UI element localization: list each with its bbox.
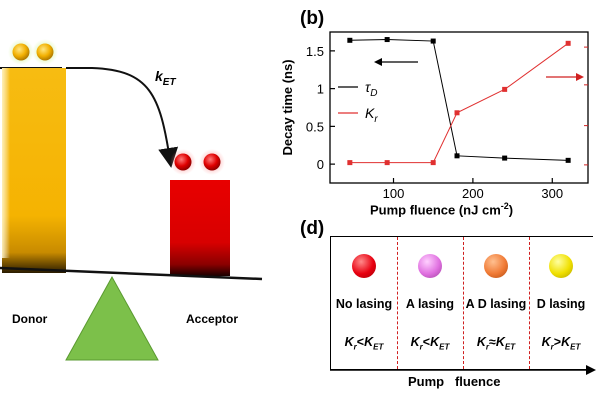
regime-dot — [418, 254, 442, 278]
plot-frame — [329, 31, 589, 184]
pump-fluence-label: Pump fluence — [408, 374, 501, 389]
data-point — [347, 37, 353, 43]
donor-exciton-dot — [12, 43, 30, 61]
data-point — [454, 110, 460, 116]
regime-dot — [484, 254, 508, 278]
regime-divider — [397, 237, 398, 369]
regime-label: D lasing — [536, 297, 586, 311]
regime-cell-d-lasing: D lasing Kr>KET — [529, 237, 593, 369]
regime-dot — [352, 254, 376, 278]
legend-label: Kr — [365, 105, 378, 125]
y-tick-label: 1 — [317, 82, 324, 97]
data-point — [502, 155, 508, 161]
regime-cell-ad-lasing: A D lasing Kr≈KET — [463, 237, 529, 369]
energy-transfer-arrow — [66, 67, 179, 168]
regime-relation: Kr≈KET — [476, 335, 516, 352]
seesaw-beam — [0, 266, 263, 281]
regime-dot — [549, 254, 573, 278]
data-point — [565, 157, 571, 163]
axis-direction-arrow — [374, 58, 418, 66]
donor-label: Donor — [12, 312, 48, 326]
data-point — [384, 37, 390, 43]
series-line — [349, 39, 569, 161]
donor-bar — [2, 68, 66, 273]
regime-relation: Kr<KET — [410, 335, 450, 352]
regime-divider — [463, 237, 464, 369]
x-tick-label: 100 — [383, 186, 405, 201]
x-axis-label: Pump fluence (nJ cm-2) — [370, 201, 514, 218]
energy-transfer-schematic — [0, 39, 263, 361]
lasing-regime-box: No lasing Kr<KET A lasing Kr<KET A D las… — [330, 236, 593, 370]
data-point — [502, 86, 508, 92]
regime-cell-a-lasing: A lasing Kr<KET — [397, 237, 463, 369]
x-tick-label: 200 — [462, 186, 484, 201]
data-point — [454, 153, 460, 159]
regime-divider — [529, 237, 530, 369]
y-axis-label: Decay time (ns) — [280, 59, 295, 155]
data-point — [384, 160, 390, 166]
acceptor-exciton-dot — [174, 153, 192, 171]
x-tick-label: 300 — [541, 186, 563, 201]
regime-cell-no-lasing: No lasing Kr<KET — [331, 237, 397, 369]
y-tick-label: 1.5 — [306, 44, 324, 59]
data-point — [430, 160, 436, 166]
acceptor-label: Acceptor — [186, 312, 239, 326]
pump-fluence-arrow — [330, 365, 596, 375]
regime-label: No lasing — [335, 297, 393, 311]
y-tick-label: 0.5 — [306, 119, 324, 134]
regime-label: A lasing — [405, 297, 455, 311]
acceptor-exciton-dot — [203, 153, 221, 171]
axis-direction-arrow — [546, 73, 584, 81]
data-point — [430, 38, 436, 44]
donor-exciton-dot — [36, 43, 54, 61]
regime-relation: Kr>KET — [541, 335, 581, 352]
regime-relation: Kr<KET — [344, 335, 384, 352]
rate-constant-label: kET — [155, 68, 176, 88]
regime-label: A D lasing — [465, 297, 527, 311]
series-line — [349, 42, 569, 164]
y-tick-label: 0 — [317, 157, 324, 172]
legend-label: τD — [365, 79, 377, 99]
data-point — [565, 40, 571, 46]
panel-d-label: (d) — [300, 218, 325, 239]
fulcrum-triangle — [65, 275, 159, 361]
panel-b-label: (b) — [300, 8, 325, 29]
data-point — [347, 160, 353, 166]
decay-time-chart: 100 200 300 0 0.5 1 1.5 Decay time (ns) τD Kr — [280, 31, 589, 201]
acceptor-bar — [170, 180, 230, 276]
